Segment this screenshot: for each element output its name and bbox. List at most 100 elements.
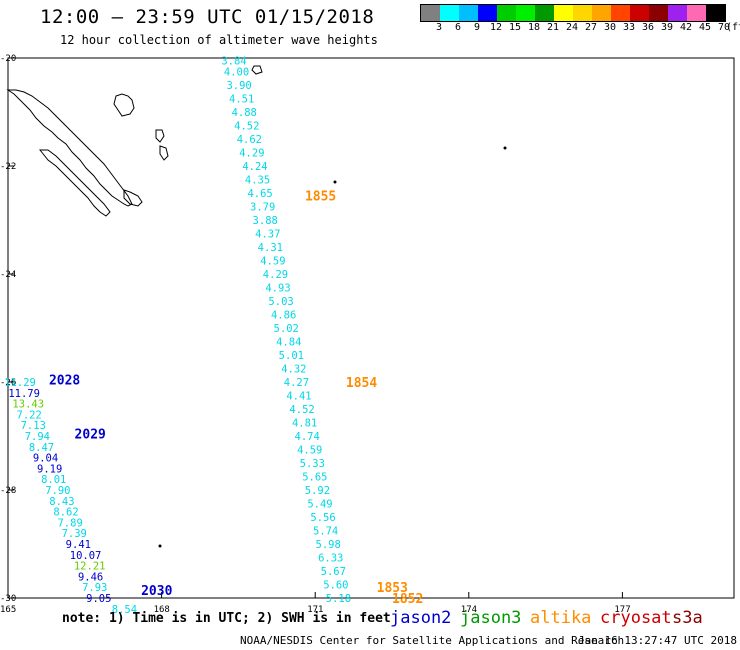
- legend-label: 18: [527, 22, 541, 33]
- wave-height-label: 10.07: [70, 550, 102, 562]
- wave-height-label: 3.84: [221, 56, 246, 68]
- axis-ticks: [7, 57, 623, 599]
- wave-height-label: 4.86: [271, 310, 296, 322]
- legend-label: 24: [565, 22, 579, 33]
- small-island-coast-3: [159, 145, 169, 161]
- legend-label: 12: [489, 22, 503, 33]
- legend-label: 15: [508, 22, 522, 33]
- wave-height-labels: 3.844.003.904.514.884.524.624.294.244.35…: [4, 56, 351, 616]
- wave-height-label: 5.65: [302, 472, 327, 484]
- legend-swatch: [535, 5, 554, 21]
- wave-height-label: 4.52: [234, 121, 259, 133]
- wave-height-label: 11.29: [4, 377, 36, 389]
- legend-swatch: [516, 5, 535, 21]
- wave-height-label: 4.59: [297, 445, 322, 457]
- wave-height-label: 5.98: [316, 539, 341, 551]
- legend-swatch: [649, 5, 668, 21]
- legend-swatch: [478, 5, 497, 21]
- satellite-legend-cryosat: cryosat: [600, 608, 672, 628]
- wave-height-label: 4.29: [239, 148, 264, 160]
- wave-height-label: 4.59: [260, 256, 285, 268]
- wave-height-label: 3.90: [226, 80, 251, 92]
- legend-swatch: [421, 5, 440, 21]
- lon-label: 177: [614, 605, 630, 615]
- wave-height-label: 7.22: [17, 409, 42, 421]
- wave-height-label: 5.02: [274, 323, 299, 335]
- wave-height-label: 4.81: [292, 418, 317, 430]
- new-caledonia-lower-coast: [38, 149, 111, 217]
- wave-height-label: 9.46: [78, 571, 103, 583]
- legend-swatch: [459, 5, 478, 21]
- page-subtitle: 12 hour collection of altimeter wave hei…: [60, 33, 378, 47]
- wave-height-label: 5.49: [307, 499, 332, 511]
- legend-label: 70: [717, 22, 731, 33]
- wave-height-label: 8.62: [53, 507, 78, 519]
- legend-label: 45: [698, 22, 712, 33]
- footer-credit: NOAA/NESDIS Center for Satellite Applica…: [240, 634, 625, 647]
- wave-height-label: 5.67: [321, 566, 346, 578]
- wave-height-label: 7.90: [45, 485, 70, 497]
- island-dot-3: [158, 544, 162, 548]
- lat-label: -28: [0, 486, 16, 496]
- satellite-legend-jason2: jason2: [390, 608, 452, 628]
- legend-label: 9: [473, 22, 481, 33]
- lon-label: 171: [307, 605, 323, 615]
- legend-swatch: [440, 5, 459, 21]
- wave-height-label: 4.41: [286, 391, 311, 403]
- lon-label: 165: [0, 605, 16, 615]
- wave-height-label: 8.47: [29, 442, 54, 454]
- wave-height-label: 4.93: [265, 283, 290, 295]
- lat-label: -22: [0, 162, 16, 172]
- pass-time-label: 1854: [346, 376, 377, 391]
- pass-time-label: 1853: [377, 581, 408, 596]
- wave-height-label: 4.52: [289, 404, 314, 416]
- wave-height-label: 5.60: [323, 580, 348, 592]
- wave-height-label: 5.56: [310, 512, 335, 524]
- wave-height-label: 4.84: [276, 337, 301, 349]
- pass-time-label: 1855: [305, 190, 336, 205]
- wave-height-label: 4.51: [229, 94, 254, 106]
- legend-swatch: [706, 5, 725, 21]
- legend-swatch: [611, 5, 630, 21]
- wave-height-label: 9.41: [66, 539, 91, 551]
- satellite-legend-jason3: jason3: [460, 608, 522, 628]
- lat-label: -30: [0, 594, 16, 604]
- legend-label: 6: [454, 22, 462, 33]
- pass-time-label: 2030: [141, 584, 172, 599]
- wave-height-label: 4.00: [224, 67, 249, 79]
- lat-label: -26: [0, 378, 16, 388]
- legend-label: 33: [622, 22, 636, 33]
- wave-height-label: 6.33: [318, 553, 343, 565]
- wave-height-label: 4.24: [242, 161, 267, 173]
- wave-height-label: 5.01: [279, 350, 304, 362]
- legend-label: 42: [679, 22, 693, 33]
- wave-height-label: 8.54: [112, 604, 137, 616]
- color-legend-bar: [420, 4, 726, 22]
- wave-height-label: 4.31: [258, 242, 283, 254]
- page-title: 12:00 – 23:59 UTC 01/15/2018: [40, 6, 375, 28]
- wave-height-label: 3.79: [250, 202, 275, 214]
- wave-height-label: 7.94: [25, 431, 50, 443]
- legend-label: 39: [660, 22, 674, 33]
- island-dot-1: [333, 180, 337, 184]
- small-island-coast-1: [123, 189, 143, 207]
- legend-swatch: [630, 5, 649, 21]
- pass-time-label: 2028: [49, 373, 80, 388]
- legend-swatch: [687, 5, 706, 21]
- wave-height-label: 4.32: [281, 364, 306, 376]
- legend-label: 27: [584, 22, 598, 33]
- legend-swatch: [573, 5, 592, 21]
- lon-label: 174: [461, 605, 477, 615]
- wave-height-label: 9.05: [86, 593, 111, 605]
- lon-label: 168: [154, 605, 170, 615]
- wave-height-label: 5.92: [305, 485, 330, 497]
- small-island-coast-2: [155, 129, 165, 143]
- wave-height-label: 5.33: [300, 458, 325, 470]
- satellite-legend-s3a: s3a: [672, 608, 703, 628]
- coastline-outlines: [6, 65, 263, 217]
- wave-height-label: 12.21: [74, 561, 106, 573]
- wave-height-label: 9.19: [37, 463, 62, 475]
- wave-height-label: 9.04: [33, 453, 58, 465]
